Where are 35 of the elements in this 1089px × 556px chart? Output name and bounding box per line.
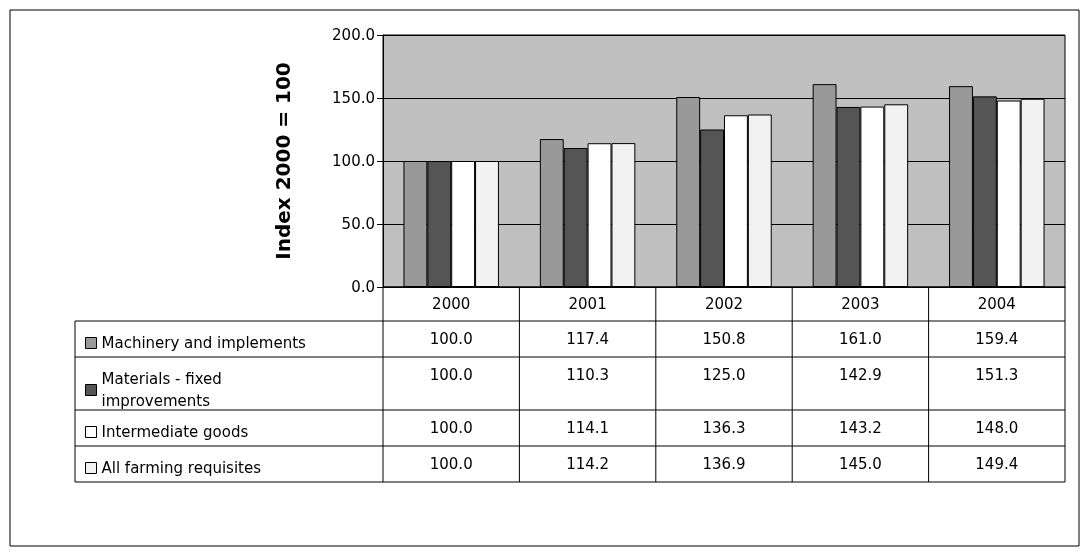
legend-label: Materials - fixed improvements bbox=[101, 370, 227, 410]
data-label: 148.0 bbox=[975, 418, 1019, 437]
y-axis-title: Index 2000 = 100 bbox=[271, 62, 295, 260]
data-label: 110.3 bbox=[566, 365, 610, 384]
data-label: 100.0 bbox=[429, 454, 473, 473]
data-label: 143.2 bbox=[838, 418, 882, 437]
y-tick-label: 100.0 bbox=[332, 152, 375, 170]
x-tick-label: 2000 bbox=[432, 295, 471, 313]
data-label: 114.1 bbox=[566, 418, 610, 437]
legend-label: All farming requisites bbox=[101, 459, 262, 477]
x-tick-label: 2003 bbox=[841, 295, 880, 313]
y-tick-label: 0.0 bbox=[351, 278, 375, 296]
x-tick-label: 2002 bbox=[704, 295, 744, 313]
y-tick-label: 150.0 bbox=[332, 89, 375, 107]
data-label: 114.2 bbox=[566, 454, 610, 473]
legend-label: Machinery and implements bbox=[101, 334, 307, 352]
legend-label: Intermediate goods bbox=[101, 423, 249, 441]
data-label: 125.0 bbox=[702, 365, 746, 384]
y-tick-label: 200.0 bbox=[332, 26, 375, 44]
data-label: 151.3 bbox=[975, 365, 1019, 384]
data-label: 149.4 bbox=[975, 454, 1019, 473]
data-label: 150.8 bbox=[702, 329, 746, 348]
data-label: 145.0 bbox=[838, 454, 882, 473]
data-label: 117.4 bbox=[566, 329, 610, 348]
y-tick-label: 50.0 bbox=[341, 215, 375, 233]
x-tick-label: 2004 bbox=[977, 295, 1016, 313]
data-label: 100.0 bbox=[429, 418, 473, 437]
data-label: 142.9 bbox=[838, 365, 882, 384]
data-label: 136.9 bbox=[702, 454, 746, 473]
x-tick-label: 2001 bbox=[568, 295, 607, 313]
data-label: 161.0 bbox=[838, 329, 882, 348]
data-label: 100.0 bbox=[429, 365, 473, 384]
data-label: 159.4 bbox=[975, 329, 1019, 348]
data-label: 136.3 bbox=[702, 418, 746, 437]
data-label: 100.0 bbox=[429, 329, 473, 348]
